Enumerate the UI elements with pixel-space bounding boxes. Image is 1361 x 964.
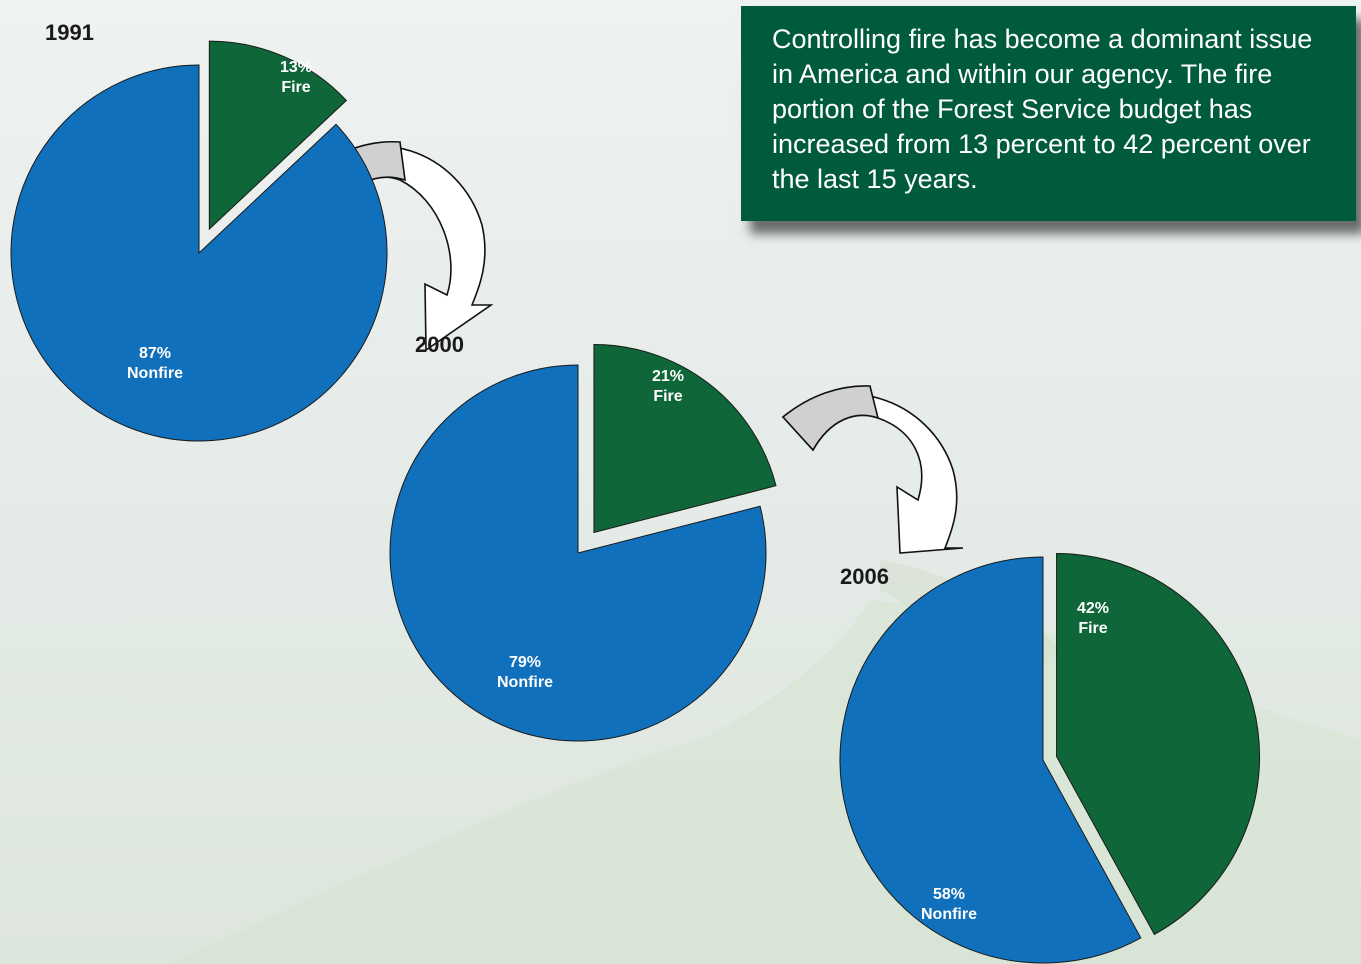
slice-label-nonfire-percent-2006: 58% [933, 886, 965, 903]
slice-label-fire-percent-1991: 13% [280, 59, 312, 76]
pie-chart-2000: 21% Fire 79% Nonfire [389, 343, 777, 742]
pie-slice-fire-1991 [208, 40, 348, 231]
pie-slice-nonfire-2006 [839, 556, 1142, 964]
year-label-2006: 2006 [840, 564, 889, 589]
slice-label-nonfire-percent-2000: 79% [509, 654, 541, 671]
pie-slice-nonfire-2000 [389, 364, 767, 742]
pie-slice-nonfire-1991 [10, 64, 388, 442]
pie-chart-1991: 13% Fire 87% Nonfire [10, 40, 388, 442]
year-label-2000: 2000 [415, 332, 464, 357]
slice-label-fire-name-2000: Fire [653, 388, 682, 405]
slice-label-fire-name-1991: Fire [281, 79, 310, 96]
slice-label-nonfire-name-2006: Nonfire [921, 906, 977, 923]
pie-chart-2006: 42% Fire 58% Nonfire [839, 553, 1261, 964]
info-callout-text: Controlling fire has become a dominant i… [772, 24, 1313, 194]
slice-label-fire-name-2006: Fire [1078, 620, 1107, 637]
slice-label-fire-percent-2006: 42% [1077, 600, 1109, 617]
info-callout-box: Controlling fire has become a dominant i… [741, 6, 1356, 221]
pie-slice-fire-2006 [1056, 553, 1261, 936]
year-label-1991: 1991 [45, 20, 94, 45]
pie-slice-fire-2000 [593, 343, 777, 534]
slice-label-nonfire-name-2000: Nonfire [497, 674, 553, 691]
slice-label-nonfire-percent-1991: 87% [139, 345, 171, 362]
curved-arrow-2000-2006 [781, 385, 964, 554]
slice-label-fire-percent-2000: 21% [652, 368, 684, 385]
slice-label-nonfire-name-1991: Nonfire [127, 365, 183, 382]
